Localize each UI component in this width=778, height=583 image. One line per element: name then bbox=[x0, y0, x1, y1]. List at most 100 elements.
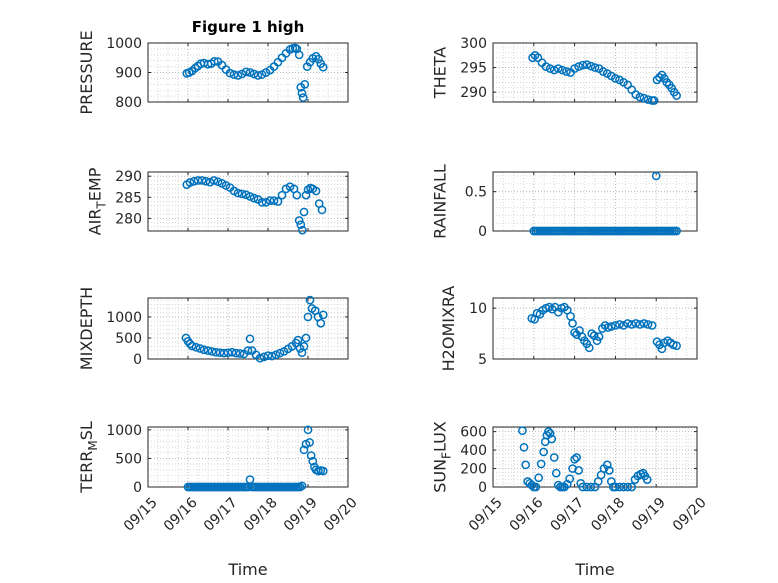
data-point bbox=[545, 64, 555, 73]
grid bbox=[493, 42, 697, 103]
data-point bbox=[201, 176, 211, 186]
data-point bbox=[259, 352, 269, 362]
data-point bbox=[294, 50, 304, 60]
data-point bbox=[619, 482, 628, 492]
data-point bbox=[594, 332, 604, 341]
data-point bbox=[293, 335, 303, 345]
data-point bbox=[672, 226, 681, 236]
y-tick-label: 500 bbox=[115, 331, 142, 347]
x-tick-label: 09/20 bbox=[670, 495, 710, 535]
data-point bbox=[606, 477, 616, 486]
data-point bbox=[211, 347, 221, 357]
data-point bbox=[623, 482, 632, 492]
data-point bbox=[267, 351, 277, 361]
data-point bbox=[547, 434, 557, 444]
data-point bbox=[245, 334, 255, 344]
data-point bbox=[541, 62, 551, 71]
data-point bbox=[305, 295, 315, 305]
data-point bbox=[231, 348, 241, 358]
data-point bbox=[205, 177, 215, 187]
data-point bbox=[297, 88, 307, 98]
data-point bbox=[199, 345, 209, 355]
axes-box bbox=[147, 297, 349, 360]
data-point bbox=[292, 190, 302, 200]
data-markers bbox=[527, 302, 681, 354]
data-point bbox=[207, 347, 217, 356]
x-tick-label: 09/20 bbox=[321, 495, 361, 535]
x-axis-label: Time bbox=[227, 560, 267, 579]
y-tick-label: 900 bbox=[115, 66, 142, 82]
data-markers bbox=[182, 176, 327, 235]
y-axis-label: SUNFLUX bbox=[431, 421, 454, 493]
data-point bbox=[197, 176, 207, 185]
data-point bbox=[195, 344, 205, 353]
data-point bbox=[582, 60, 592, 69]
x-tick-label: 09/18 bbox=[241, 495, 281, 535]
tick-marks bbox=[147, 172, 349, 231]
data-point bbox=[271, 350, 281, 360]
y-tick-label: 400 bbox=[460, 443, 487, 459]
y-axis-label: RAINFALL bbox=[431, 164, 450, 239]
data-point bbox=[303, 425, 313, 435]
data-point bbox=[549, 65, 559, 75]
y-axis-label: PRESSURE bbox=[77, 30, 96, 114]
data-point bbox=[277, 190, 287, 200]
y-axis-label: TERRMSL bbox=[77, 421, 100, 494]
data-point bbox=[627, 320, 637, 329]
data-point bbox=[574, 466, 584, 475]
data-point bbox=[185, 178, 195, 187]
panel-pressure: 800 900 1000 PRESSURE Figure 1 high bbox=[77, 18, 349, 115]
x-tick-label: 09/19 bbox=[281, 495, 321, 535]
y-tick-label: 290 bbox=[460, 85, 487, 101]
data-point bbox=[534, 473, 544, 483]
data-point bbox=[615, 320, 624, 329]
x-tick-label: 09/18 bbox=[588, 495, 628, 535]
y-axis-label: H2OMIXRA bbox=[439, 286, 458, 372]
data-point bbox=[308, 456, 318, 466]
data-point bbox=[570, 328, 579, 337]
y-tick-label: 0.5 bbox=[465, 185, 487, 201]
x-tick-label: 09/17 bbox=[201, 495, 241, 535]
data-point bbox=[249, 69, 259, 79]
data-point bbox=[269, 196, 279, 206]
data-point bbox=[318, 466, 328, 476]
data-point bbox=[235, 349, 245, 358]
data-point bbox=[587, 329, 597, 338]
tick-marks bbox=[492, 298, 698, 360]
data-markers bbox=[181, 295, 328, 363]
data-point bbox=[223, 348, 233, 358]
data-point bbox=[193, 176, 203, 185]
data-point bbox=[209, 176, 219, 185]
tick-marks bbox=[147, 298, 349, 360]
data-point bbox=[562, 67, 571, 76]
y-tick-label: 0 bbox=[478, 480, 487, 496]
y-tick-label: 280 bbox=[115, 211, 142, 227]
y-tick-label: 295 bbox=[460, 61, 487, 77]
data-point bbox=[213, 177, 223, 187]
data-point bbox=[518, 426, 527, 436]
y-tick-label: 10 bbox=[469, 301, 487, 317]
y-tick-label: 290 bbox=[115, 169, 142, 185]
data-point bbox=[233, 188, 243, 198]
data-markers bbox=[183, 425, 328, 492]
data-point bbox=[578, 482, 588, 492]
data-point bbox=[187, 341, 197, 351]
y-axis-label: AIRTEMP bbox=[86, 167, 109, 235]
y-tick-label: 300 bbox=[460, 36, 487, 52]
data-point bbox=[655, 73, 664, 82]
data-point bbox=[631, 319, 641, 328]
grid bbox=[148, 42, 348, 103]
data-point bbox=[647, 321, 657, 330]
data-point bbox=[602, 460, 612, 470]
data-point bbox=[672, 341, 681, 351]
tick-marks bbox=[492, 42, 698, 102]
data-point bbox=[225, 68, 235, 78]
data-point bbox=[544, 427, 553, 436]
data-point bbox=[611, 321, 620, 330]
data-point bbox=[299, 342, 309, 351]
data-point bbox=[253, 71, 263, 80]
data-point bbox=[539, 447, 548, 457]
data-point bbox=[672, 91, 681, 100]
data-point bbox=[243, 346, 253, 355]
